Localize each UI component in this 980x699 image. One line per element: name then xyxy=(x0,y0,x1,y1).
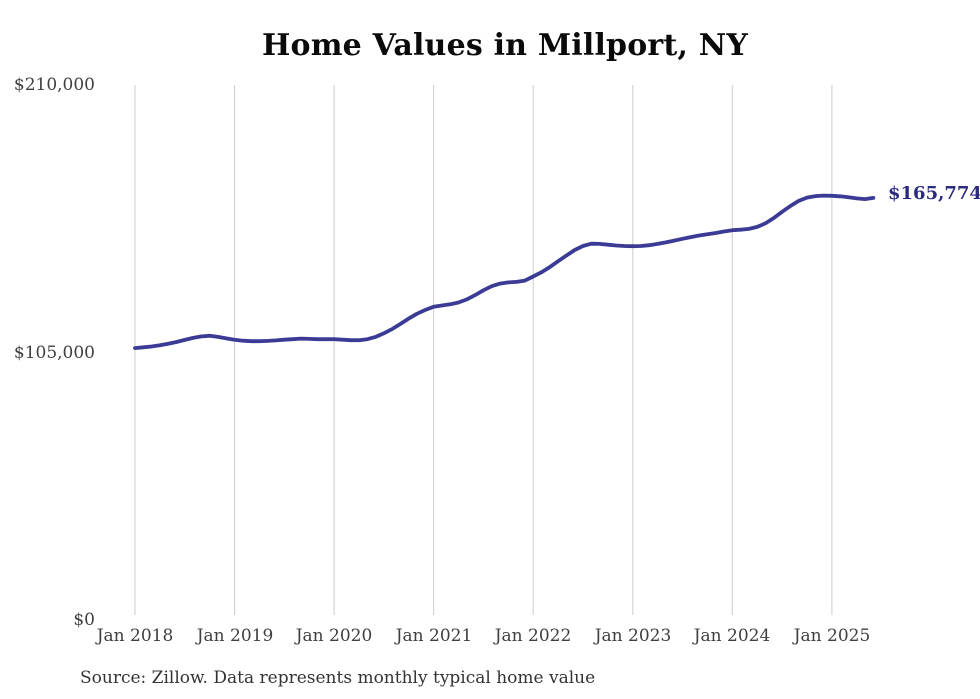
y-tick-label: $105,000 xyxy=(13,343,95,363)
x-tick-label: Jan 2018 xyxy=(96,626,174,646)
x-tick-label: Jan 2023 xyxy=(594,626,672,646)
source-note: Source: Zillow. Data represents monthly … xyxy=(80,668,596,688)
y-tick-label: $0 xyxy=(73,610,95,630)
x-tick-label: Jan 2019 xyxy=(196,626,274,646)
y-tick-label: $210,000 xyxy=(13,75,95,95)
x-tick-label: Jan 2022 xyxy=(494,626,572,646)
x-tick-label: Jan 2021 xyxy=(395,626,473,646)
chart-title: Home Values in Millport, NY xyxy=(261,28,749,63)
x-tick-label: Jan 2025 xyxy=(793,626,871,646)
current-value-label: $165,774 xyxy=(888,183,980,204)
x-tick-label: Jan 2020 xyxy=(295,626,373,646)
x-tick-label: Jan 2024 xyxy=(693,626,771,646)
vertical-gridlines xyxy=(134,85,833,615)
home-value-line xyxy=(133,193,876,351)
